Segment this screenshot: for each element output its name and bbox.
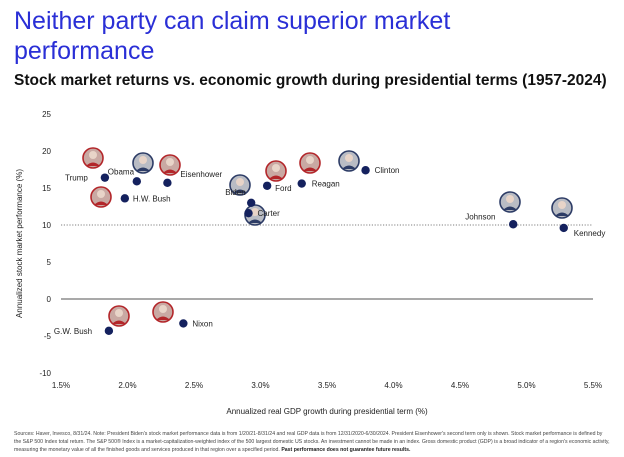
data-point: [262, 181, 272, 190]
portrait-face: [306, 156, 314, 164]
scatter-chart: 1.5% 2.0% 2.5% 3.0% 3.5% 4.0% 4.5% 5.0% 5.5% -10 -…: [15, 110, 605, 416]
portrait-h-w-bush: [90, 186, 112, 208]
data-point-label: G.W. Bush: [54, 327, 92, 336]
portrait-layer: [82, 147, 573, 327]
y-tick-label: 0: [47, 295, 52, 304]
data-point-label: Nixon: [192, 319, 212, 328]
data-point-label: Ford: [275, 184, 291, 193]
title-line-1: Neither party can claim superior market: [14, 7, 451, 35]
data-point-label: Biden: [225, 188, 245, 197]
portrait-suit: [233, 189, 247, 193]
footnote-text: Sources: Haver, Invesco, 8/31/24. Note: …: [14, 431, 610, 453]
y-axis-title: Annualized stock market performance (%): [15, 169, 24, 318]
data-point-label: H.W. Bush: [133, 194, 171, 203]
data-point-label: Reagan: [312, 180, 340, 189]
data-point: [104, 326, 114, 336]
data-point-label: Johnson: [465, 212, 495, 221]
data-point: [179, 319, 188, 328]
portrait-suit: [94, 201, 108, 205]
data-point: [132, 177, 142, 186]
tick-layer: 1.5% 2.0% 2.5% 3.0% 3.5% 4.0% 4.5% 5.0% 5.5% -10 -…: [39, 110, 602, 390]
y-tick-label: 5: [47, 258, 52, 267]
portrait-face: [97, 190, 105, 198]
x-tick-label: 1.5%: [52, 381, 70, 390]
x-tick-label: 2.0%: [118, 381, 136, 390]
x-tick-label: 4.0%: [384, 381, 402, 390]
portrait-g-w-bush: [108, 305, 130, 327]
portrait-suit: [555, 212, 569, 216]
data-point: [246, 198, 256, 207]
portrait-suit: [163, 169, 177, 173]
x-tick-label: 5.5%: [584, 381, 602, 390]
portrait-ford: [265, 160, 287, 182]
footnote-disclaimer: Past performance does not guarantee futu…: [281, 447, 411, 453]
axis-layer: [61, 224, 593, 300]
portrait-suit: [303, 167, 317, 171]
portrait-face: [89, 151, 97, 159]
portrait-suit: [269, 175, 283, 179]
portrait-suit: [503, 206, 517, 210]
data-point-label: Clinton: [375, 166, 400, 175]
x-tick-label: 4.5%: [451, 381, 469, 390]
data-point: [244, 208, 253, 218]
portrait-suit: [248, 219, 262, 223]
data-point: [361, 166, 370, 175]
title-line-2: performance: [14, 37, 155, 65]
portrait-face: [558, 201, 566, 209]
y-tick-label: -5: [44, 332, 52, 341]
x-axis-title: Annualized real GDP growth during presid…: [226, 407, 428, 416]
portrait-eisenhower: [159, 154, 181, 176]
y-tick-label: 15: [42, 184, 51, 193]
data-point: [297, 179, 306, 188]
portrait-face: [345, 154, 353, 162]
portrait-reagan: [299, 152, 321, 174]
portrait-face: [115, 309, 123, 317]
y-tick-label: 10: [42, 221, 51, 230]
portrait-kennedy: [551, 197, 573, 219]
y-tick-label: 20: [42, 147, 51, 156]
portrait-suit: [136, 167, 150, 171]
data-point-label: Trump: [65, 174, 88, 183]
data-point: [120, 194, 130, 203]
portrait-face: [506, 195, 514, 203]
portrait-suit: [112, 320, 126, 324]
x-tick-label: 3.5%: [318, 381, 336, 390]
data-point-label: Obama: [108, 167, 135, 176]
portrait-biden: [229, 174, 251, 196]
portrait-obama: [132, 152, 154, 174]
x-tick-label: 3.0%: [251, 381, 269, 390]
footnote: Sources: Haver, Invesco, 8/31/24. Note: …: [14, 430, 610, 454]
y-tick-label: 25: [42, 110, 51, 119]
data-point: [509, 220, 518, 229]
portrait-suit: [86, 162, 100, 166]
data-point: [559, 223, 568, 233]
portrait-face: [272, 164, 280, 172]
portrait-face: [166, 158, 174, 166]
x-tick-label: 2.5%: [185, 381, 203, 390]
data-point-label: Carter: [258, 209, 281, 218]
page-title: Neither party can claim superior market …: [14, 6, 614, 66]
chart-subtitle: Stock market returns vs. economic growth…: [14, 72, 607, 89]
data-point: [163, 178, 172, 188]
portrait-suit: [342, 165, 356, 169]
portrait-face: [139, 156, 147, 164]
y-tick-label: -10: [39, 369, 51, 378]
data-point-label: Kennedy: [574, 229, 606, 238]
data-point-label: Eisenhower: [180, 170, 222, 179]
portrait-nixon: [152, 301, 174, 323]
portrait-face: [159, 305, 167, 313]
portrait-johnson: [499, 191, 521, 213]
portrait-suit: [156, 316, 170, 320]
x-tick-label: 5.0%: [517, 381, 535, 390]
data-point: [100, 173, 110, 182]
portrait-trump: [82, 147, 104, 169]
portrait-face: [251, 208, 259, 216]
portrait-clinton: [338, 150, 360, 172]
portrait-face: [236, 178, 244, 186]
